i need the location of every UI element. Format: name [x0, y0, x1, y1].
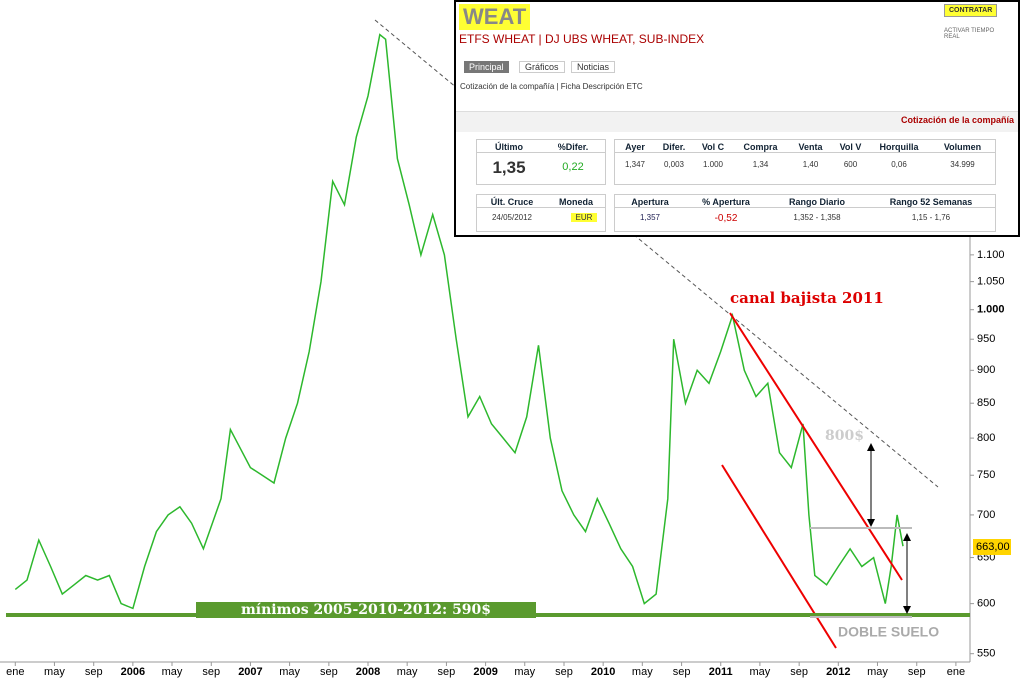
y-tick-label: 750: [977, 469, 995, 481]
table-header: Compra: [733, 142, 788, 153]
x-tick-label: sep: [673, 666, 691, 678]
table-cell: 600: [843, 160, 858, 169]
table-cell: 0,06: [891, 160, 907, 169]
breadcrumb[interactable]: Cotización de la compañía | Ficha Descri…: [460, 82, 643, 91]
table-cell: 24/05/2012: [491, 213, 533, 222]
x-tick-label: sep: [555, 666, 573, 678]
tab[interactable]: Principal: [464, 61, 509, 73]
x-tick-label: may: [632, 666, 653, 678]
panel-title: WEAT: [459, 4, 531, 30]
y-tick-label: 600: [977, 598, 995, 610]
table-header: Vol C: [693, 142, 733, 153]
table-header: Venta: [788, 142, 833, 153]
table-cell: 1,357: [639, 213, 661, 222]
x-tick-label: ene: [6, 666, 24, 678]
x-tick-label: sep: [202, 666, 220, 678]
table-header: % Apertura: [685, 197, 767, 208]
y-tick-label: 1.100: [977, 249, 1005, 261]
table-cell: 1,35: [492, 158, 526, 177]
x-tick-label: may: [750, 666, 771, 678]
price-tag: [973, 539, 1011, 555]
table-header: Vol V: [833, 142, 868, 153]
y-tick-label: 900: [977, 364, 995, 376]
table-header: Difer.: [655, 142, 693, 153]
section-title: Cotización de la compañía: [900, 115, 1014, 125]
channel-line: [729, 312, 903, 581]
x-tick-label: sep: [320, 666, 338, 678]
annotation: 800$: [825, 428, 864, 444]
y-tick-label: 1.000: [977, 304, 1005, 316]
table-cell: 1,15 - 1,76: [911, 213, 951, 222]
table-cell: 1,34: [752, 160, 769, 169]
x-tick-label: 2006: [121, 666, 145, 678]
table-cell: 0,22: [562, 161, 584, 173]
tab[interactable]: Noticias: [571, 61, 616, 73]
quote-panel: WEAT ETFS WHEAT | DJ UBS WHEAT, SUB-INDE…: [454, 0, 1020, 237]
annotation: canal bajista 2011: [730, 289, 884, 307]
table-header: Horquilla: [868, 142, 930, 153]
x-tick-label: sep: [85, 666, 103, 678]
x-tick-label: may: [397, 666, 418, 678]
table-header: Últ. Cruce: [477, 197, 547, 208]
annotation: 663,00: [976, 541, 1010, 553]
x-tick-label: may: [279, 666, 300, 678]
x-tick-label: sep: [438, 666, 456, 678]
y-tick-label: 550: [977, 648, 995, 660]
x-tick-label: 2011: [709, 666, 733, 678]
annotation: mínimos 2005-2010-2012: 590$: [241, 602, 491, 618]
label-bg: [196, 602, 536, 618]
annotation: DOBLE SUELO: [838, 624, 939, 640]
table-cell: 1,347: [624, 160, 646, 169]
channel-line: [721, 464, 837, 649]
table-header: Rango 52 Semanas: [867, 197, 995, 208]
x-tick-label: may: [162, 666, 183, 678]
x-tick-label: ene: [947, 666, 965, 678]
table-header: Último: [477, 142, 541, 153]
table-header: Volumen: [930, 142, 995, 153]
table-cell: 1,40: [802, 160, 819, 169]
table-header: Apertura: [615, 197, 685, 208]
tab[interactable]: Gráficos: [519, 61, 565, 73]
y-tick-label: 850: [977, 397, 995, 409]
x-tick-label: may: [867, 666, 888, 678]
price-line: [14, 33, 904, 610]
table: Ayer 1,347 Difer. 0,003 Vol C 1.000 Compra 1,34…: [614, 139, 996, 185]
contract-button[interactable]: CONTRATAR: [944, 4, 998, 17]
table-cell: 34.999: [950, 160, 975, 169]
table-cell: EUR: [571, 213, 597, 222]
x-tick-label: 2007: [238, 666, 262, 678]
table-header: Rango Diario: [767, 197, 867, 208]
x-tick-label: may: [514, 666, 535, 678]
table-header: Moneda: [547, 197, 605, 208]
table-header: %Difer.: [541, 142, 605, 153]
table: Apertura 1,357 % Apertura -0,52 Rango Diario…: [614, 194, 996, 232]
x-tick-label: 2009: [473, 666, 497, 678]
x-tick-label: 2008: [356, 666, 380, 678]
y-tick-label: 1.050: [977, 276, 1005, 288]
x-tick-label: sep: [790, 666, 808, 678]
table: Último 1,35 %Difer. 0,22: [476, 139, 606, 185]
table-cell: 1,352 - 1,358: [793, 213, 841, 222]
table-cell: 1.000: [702, 160, 724, 169]
y-tick-label: 950: [977, 333, 995, 345]
table-cell: -0,52: [714, 213, 738, 224]
x-tick-label: sep: [908, 666, 926, 678]
table: Últ. Cruce 24/05/2012 Moneda EUR: [476, 194, 606, 232]
y-tick-label: 700: [977, 509, 995, 521]
realtime-button[interactable]: ACTIVAR TIEMPO REAL: [944, 28, 995, 40]
x-tick-label: 2012: [826, 666, 850, 678]
y-tick-label: 800: [977, 432, 995, 444]
panel-subtitle: ETFS WHEAT | DJ UBS WHEAT, SUB-INDEX: [459, 32, 705, 46]
x-tick-label: 2010: [591, 666, 615, 678]
table-header: Ayer: [615, 142, 655, 153]
table-cell: 0,003: [663, 160, 685, 169]
x-tick-label: may: [44, 666, 65, 678]
